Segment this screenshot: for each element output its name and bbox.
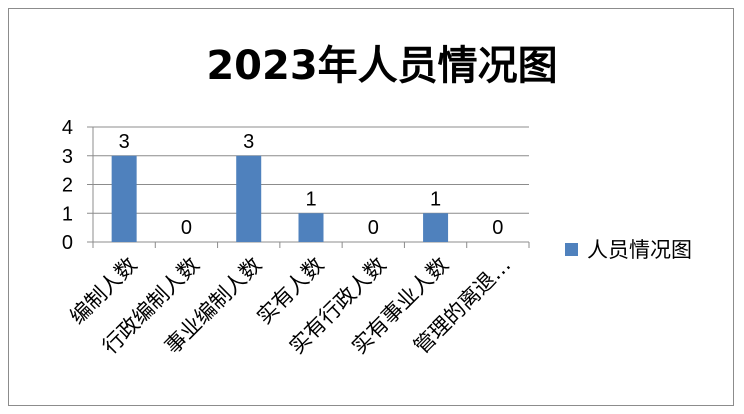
chart-frame: 2023年人员情况图 0 1 2 3 4 3 0 3 1 0 1 0 编制人数 行政编制人数 事业编制人… — [8, 8, 734, 406]
y-tick-label: 4 — [62, 117, 73, 139]
data-label: 1 — [430, 188, 441, 210]
data-label: 3 — [119, 131, 130, 153]
bar — [423, 213, 449, 242]
y-tick-label: 0 — [62, 232, 73, 254]
legend: 人员情况图 — [565, 238, 692, 262]
bar — [111, 155, 137, 242]
bar — [236, 155, 262, 242]
bar-chart: 2023年人员情况图 0 1 2 3 4 3 0 3 1 0 1 0 编制人数行政编制人数事业编制人… — [62, 43, 692, 359]
y-axis-ticks: 0 1 2 3 4 — [62, 117, 73, 254]
y-tick-label: 3 — [62, 146, 73, 168]
legend-label: 人员情况图 — [587, 238, 692, 262]
chart-title: 2023年人员情况图 — [206, 43, 557, 89]
bars — [111, 155, 449, 242]
y-tick-label: 1 — [62, 203, 73, 225]
legend-swatch — [565, 243, 578, 256]
data-labels: 3 0 3 1 0 1 0 — [119, 131, 504, 239]
category-labels: 编制人数行政编制人数事业编制人数实有人数实有行政人数实有事业人数管理的离退… — [65, 253, 515, 359]
bar — [298, 213, 324, 242]
data-label: 1 — [305, 188, 316, 210]
y-tick-label: 2 — [62, 175, 73, 197]
data-label: 0 — [368, 217, 379, 239]
data-label: 0 — [181, 217, 192, 239]
data-label: 0 — [492, 217, 503, 239]
data-label: 3 — [243, 131, 254, 153]
